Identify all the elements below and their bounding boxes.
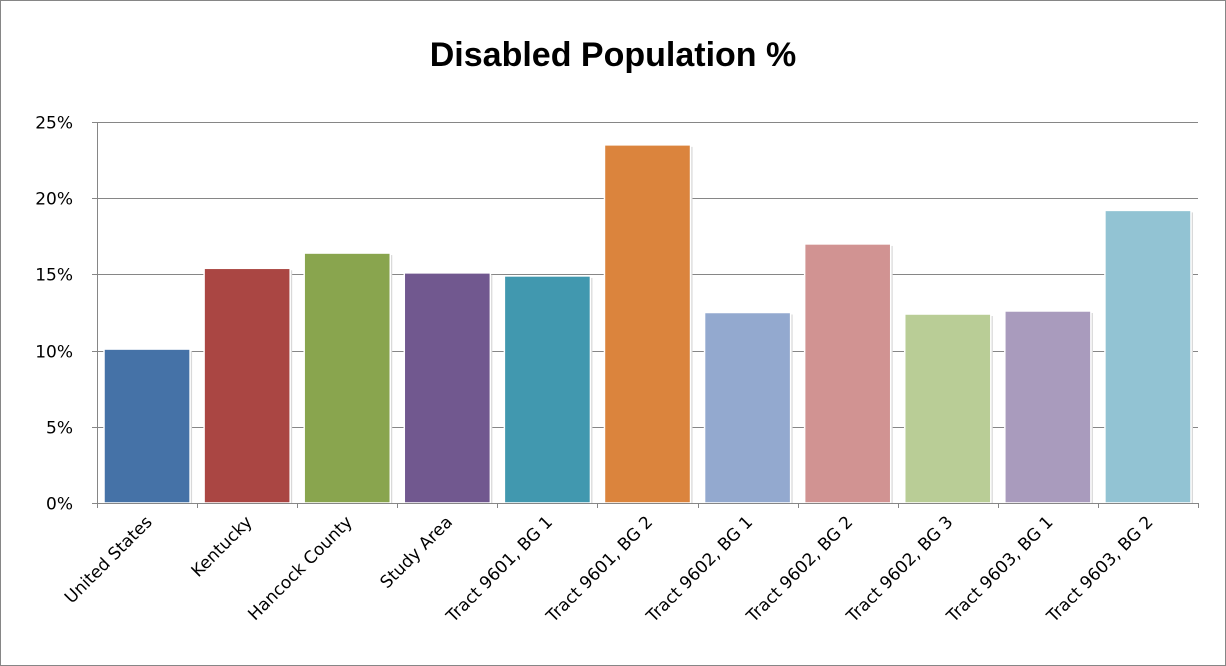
y-tick-label: 25% bbox=[35, 114, 73, 134]
x-tick-label: Tract 9601, BG 2 bbox=[542, 512, 657, 627]
bar bbox=[503, 275, 592, 504]
y-tick-label: 15% bbox=[35, 266, 73, 286]
bar bbox=[403, 272, 492, 504]
x-tick-label: Tract 9601, BG 1 bbox=[442, 512, 557, 627]
x-tick-label: Tract 9603, BG 1 bbox=[942, 512, 1057, 627]
y-tick-label: 5% bbox=[46, 419, 73, 439]
chart-title: Disabled Population % bbox=[429, 36, 797, 74]
y-tick-label: 0% bbox=[46, 495, 73, 515]
bar bbox=[1104, 209, 1192, 504]
x-tick-label: United States bbox=[61, 512, 157, 608]
bar bbox=[303, 252, 392, 504]
bar bbox=[603, 144, 692, 504]
bar bbox=[803, 243, 892, 504]
x-tick-label: Tract 9602, BG 1 bbox=[642, 512, 757, 627]
x-tick-label: Tract 9603, BG 2 bbox=[1043, 512, 1158, 627]
x-tick-label: Tract 9602, BG 3 bbox=[842, 512, 957, 627]
bar bbox=[903, 313, 992, 504]
bar bbox=[703, 311, 792, 504]
bar bbox=[203, 267, 291, 504]
y-tick-label: 20% bbox=[35, 190, 73, 210]
x-tick-label: Tract 9602, BG 2 bbox=[742, 512, 857, 627]
y-tick-label: 10% bbox=[35, 343, 73, 363]
x-tick-label: Kentucky bbox=[188, 512, 257, 581]
x-tick-label: Study Area bbox=[377, 512, 457, 592]
x-tick-label: Hancock County bbox=[244, 512, 356, 624]
bar bbox=[1004, 310, 1092, 504]
bar bbox=[103, 348, 191, 504]
